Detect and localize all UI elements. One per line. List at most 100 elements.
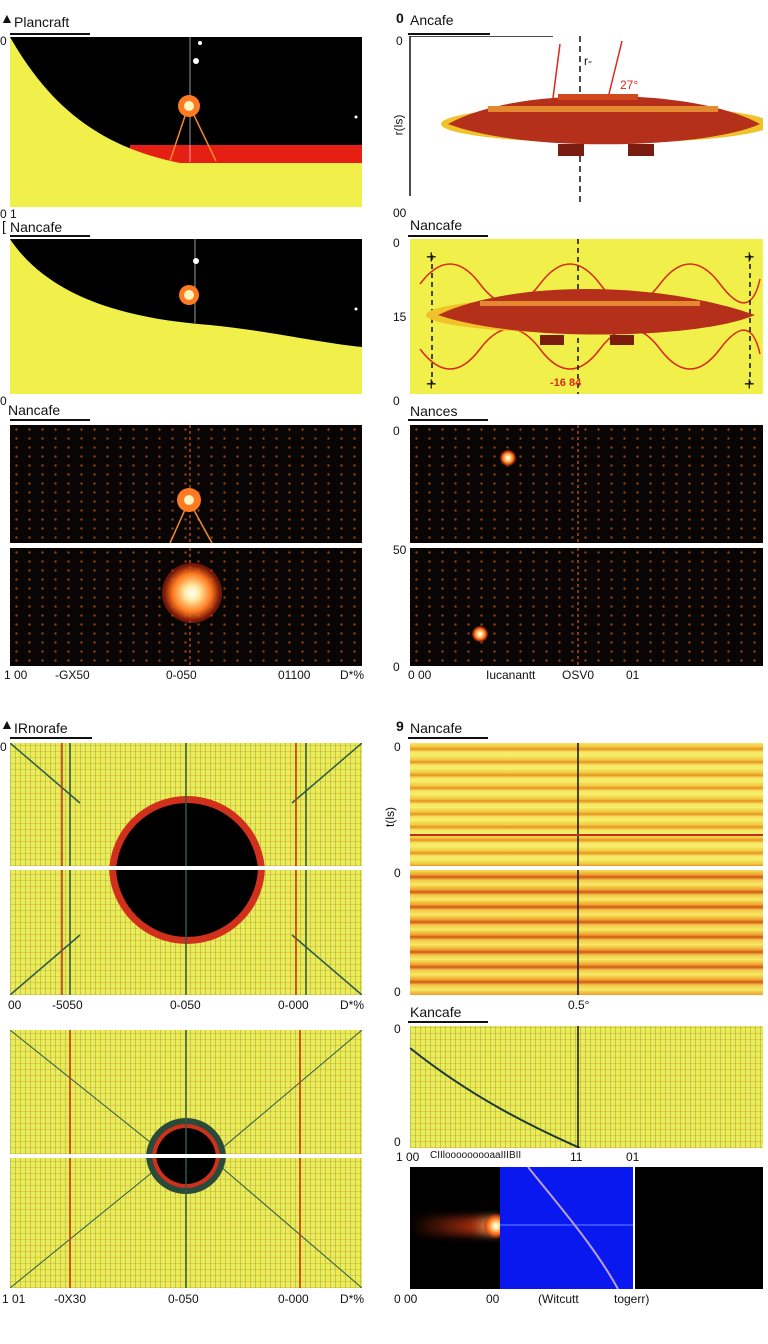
panel-7c-plot [10,1030,362,1154]
x-tick: 0 00 [394,1292,418,1306]
beam-source [484,1214,500,1238]
panel-6b-plot [410,548,763,666]
panel-1-svg [10,37,362,207]
star-dot [354,307,358,311]
y-tick: 50 [393,543,407,557]
panel-1-title-underline [10,33,90,35]
panel-10-right [635,1167,763,1289]
panel-6-title-underline [408,419,488,421]
panel-2-marker: 0 [396,10,404,26]
panel-3-marker: [ [2,218,6,234]
ship-fin [628,144,654,156]
panel-5-title: Nancafe [8,402,61,418]
ship-fin [540,335,564,345]
red-band [130,145,362,163]
panel-2-title-underline [408,33,490,35]
panel-5-svg [169,425,213,543]
grid-diagonal [10,1165,161,1288]
x-tick: 1 00 [396,1150,420,1164]
grid-diagonal [10,934,81,995]
panel-7b-plot [10,870,362,995]
beam-glow [410,1217,500,1235]
spark [472,626,488,642]
yellow-slope [10,37,362,207]
panel-7c-svg [10,1030,362,1154]
ship-deck [558,94,638,100]
wave-line [419,263,761,305]
vector-arrow [552,43,561,99]
panel-9-svg [410,1026,581,1148]
grid-diagonal [291,934,362,995]
x-tick: 0-050 [166,668,197,682]
vector-arrow [607,40,623,99]
panel-10-svg [500,1167,633,1289]
x-tick: 00 [486,1292,500,1306]
angle-annotation: 27° [620,78,639,92]
panel-4-title-underline [408,235,488,237]
star-dot [354,115,358,119]
y-axis-label: t(ls) [383,807,397,827]
panel-3-plot [10,239,362,394]
ship-deck [480,301,700,306]
grid-diagonal [219,1030,362,1151]
y-tick: 00 [393,206,407,220]
panel-10-left [410,1167,500,1289]
x-tick: 0-050 [168,1292,199,1306]
x-tick: 00 [8,998,22,1012]
panel-9-title: Kancafe [410,1004,462,1020]
tick-label: 0 [0,394,7,408]
x-tick: D*% [340,668,365,682]
panel-8-title-underline [408,737,488,739]
annotation: r- [584,54,592,68]
x-tick: 0 00 [408,668,432,682]
black-hole [116,870,258,937]
panel-3-title: Nancafe [10,219,63,235]
decay-curve [410,1047,581,1148]
lander-core [184,290,194,300]
ship-fin [558,144,584,156]
panel-5-title-underline [10,419,90,421]
y-tick: 0 [394,866,401,880]
ship-deck [488,106,718,112]
panel-4-svg: + + + + [419,239,761,394]
panel-1-plot [10,37,362,207]
panel-1-title: Plancraft [14,14,70,30]
x-tick: (Witcutt [538,1292,579,1306]
plus-marker: + [426,374,437,394]
panel-7a-svg [10,743,362,866]
panel-7b-svg [10,870,362,995]
panel-7-title-underline [10,737,92,739]
panel-7d-plot [10,1158,362,1288]
star-dot [193,58,199,64]
x-tick: -5050 [52,998,83,1012]
lander-core [184,101,194,111]
x-tick: 0-000 [278,1292,309,1306]
trajectory-curve [527,1167,619,1289]
grid-diagonal [10,743,81,804]
panel-7-marker: ▲ [0,716,14,732]
panel-8-marker: 9 [396,718,404,734]
x-tick: togerr) [614,1292,650,1306]
panel-8b-plot [410,870,763,995]
y-tick: 15 [393,310,407,324]
panel-7d-svg [10,1158,362,1288]
panel-2-svg [409,36,763,204]
panel-6-plot [410,425,763,543]
y-tick: 0 [393,660,400,674]
panel-6-title: Nances [410,403,458,419]
panel-8a-svg [410,743,763,866]
panel-3-svg [10,239,362,394]
x-tick: 0.5° [568,998,590,1012]
x-tick: 01 [626,668,640,682]
panel-8b-svg [577,870,579,995]
x-tick: OSV0 [562,668,595,682]
ship-body [438,289,755,335]
tick-label: 0 1 [0,207,17,221]
wave-line [419,328,761,370]
panel-2-plot: r- 27° [408,36,763,206]
x-tick: 01 [626,1150,640,1164]
plus-marker: + [744,247,755,267]
panel-9-title-underline [408,1021,488,1023]
x-tick: 11 [570,1150,583,1164]
yellow-slope [10,239,362,394]
